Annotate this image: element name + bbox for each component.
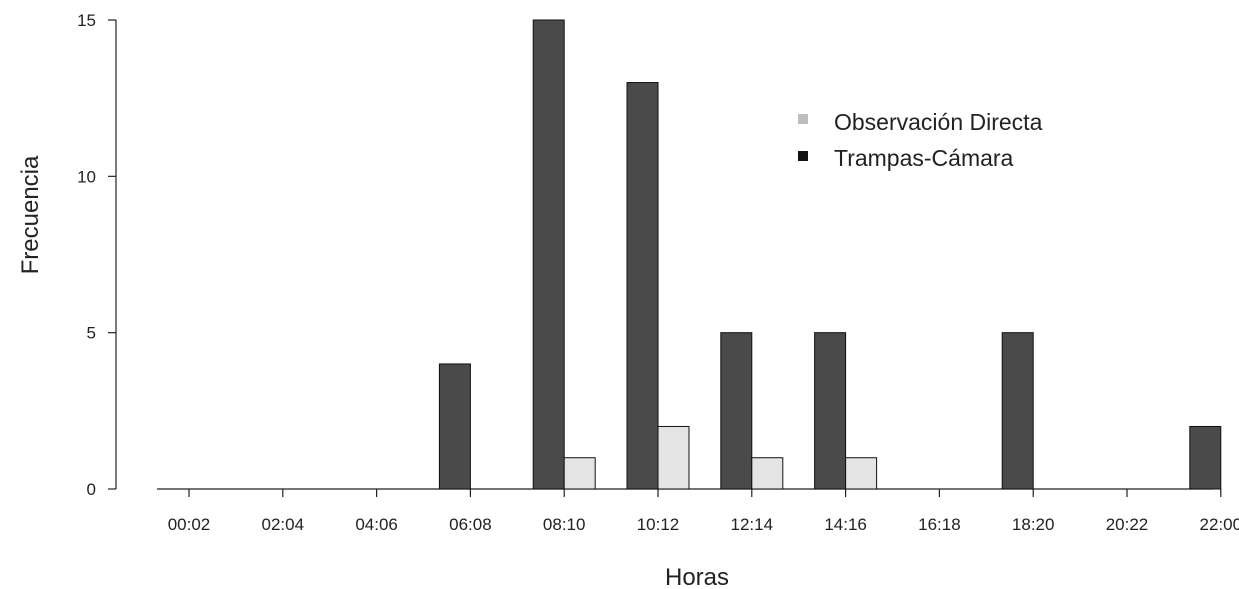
bar-observacion-directa xyxy=(845,457,878,490)
y-axis-title: Frecuencia xyxy=(17,155,44,274)
legend-swatch-observacion xyxy=(798,114,808,124)
x-tick-label: 16:18 xyxy=(918,515,961,534)
bars xyxy=(438,19,1222,490)
bar-trampas-camara xyxy=(1189,425,1222,490)
x-tick-label: 22:00 xyxy=(1200,515,1239,534)
x-tick-label: 06:08 xyxy=(449,515,492,534)
x-tick-label: 20:22 xyxy=(1106,515,1149,534)
x-tick-label: 08:10 xyxy=(543,515,586,534)
bar-trampas-camara xyxy=(438,363,471,490)
x-tick-label: 18:20 xyxy=(1012,515,1055,534)
bar-observacion-directa xyxy=(657,425,690,490)
bar-trampas-camara xyxy=(814,332,847,490)
x-tick-label: 12:14 xyxy=(731,515,774,534)
legend-label-observacion: Observación Directa xyxy=(834,109,1043,135)
bar-trampas-camara xyxy=(626,82,659,490)
x-tick-label: 00:02 xyxy=(168,515,211,534)
bar-trampas-camara xyxy=(1001,332,1034,490)
y-tick-label: 10 xyxy=(77,167,96,186)
legend-label-trampas: Trampas-Cámara xyxy=(834,145,1014,171)
x-axis: 00:02 02:04 04:06 06:08 08:10 10:12 12:14 14:16… xyxy=(157,488,1239,534)
x-tick-label: 14:16 xyxy=(824,515,867,534)
bar-trampas-camara xyxy=(532,19,565,490)
x-tick-label: 02:04 xyxy=(262,515,305,534)
bar-observacion-directa xyxy=(751,457,784,490)
x-tick-label: 04:06 xyxy=(355,515,398,534)
y-axis: 0 5 10 15 xyxy=(77,11,117,499)
x-tick-label: 10:12 xyxy=(637,515,680,534)
legend-swatch-trampas xyxy=(798,151,808,161)
y-tick-label: 5 xyxy=(87,324,96,343)
y-tick-label: 0 xyxy=(87,480,96,499)
x-axis-title: Horas xyxy=(665,564,729,589)
legend: Observación Directa Trampas-Cámara xyxy=(798,109,1043,171)
y-tick-label: 15 xyxy=(77,11,96,30)
bar-trampas-camara xyxy=(720,332,753,490)
bar-observacion-directa xyxy=(563,457,596,490)
